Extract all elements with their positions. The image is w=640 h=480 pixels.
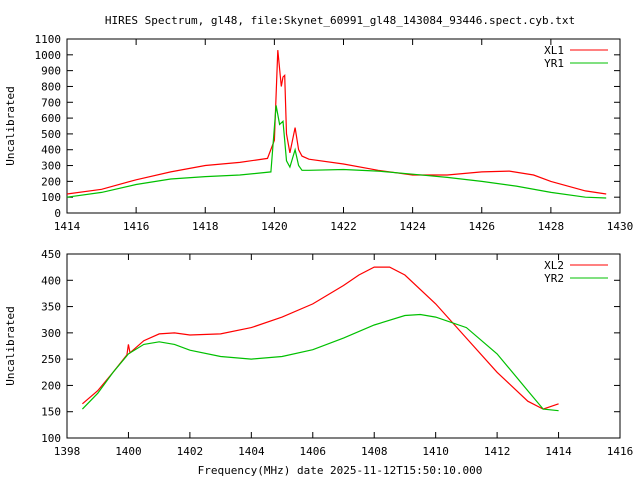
plot-1: 1414 1416 1418 1420 1422 1424 1426 1428 1430 0 100…	[4, 33, 633, 233]
x-tick-label: 1424	[399, 220, 426, 233]
legend-label: XL1	[544, 44, 564, 57]
y-tick-label: 100	[41, 191, 61, 204]
y-tick-label: 400	[41, 274, 61, 287]
y-axis-label: Uncalibrated	[4, 306, 17, 385]
y-tick-label: 700	[41, 96, 61, 109]
y-axis-label: Uncalibrated	[4, 86, 17, 165]
y-tick-label: 900	[41, 65, 61, 78]
x-tick-label: 1400	[115, 445, 142, 458]
y-tick-label: 400	[41, 144, 61, 157]
x-tick-label: 1408	[361, 445, 388, 458]
y-tick-label: 0	[54, 207, 61, 220]
x-tick-label: 1416	[123, 220, 150, 233]
series-yr2	[81, 313, 559, 412]
y-tick-label: 800	[41, 80, 61, 93]
x-tick-label: 1420	[261, 220, 288, 233]
y-tick-label: 300	[41, 327, 61, 340]
x-tick-label: 1398	[54, 445, 81, 458]
y-tick-label: 100	[41, 432, 61, 445]
y-tick-label: 1000	[35, 49, 62, 62]
x-tick-label: 1412	[484, 445, 511, 458]
y-tick-label: 1100	[35, 33, 62, 46]
x-tick-label: 1402	[177, 445, 204, 458]
x-tick-label: 1414	[545, 445, 572, 458]
x-tick-label: 1428	[538, 220, 565, 233]
y-tick-label: 300	[41, 160, 61, 173]
y-tick-label: 450	[41, 248, 61, 261]
series-yr1	[66, 105, 607, 199]
x-tick-label: 1404	[238, 445, 265, 458]
chart-title: HIRES Spectrum, gl48, file:Skynet_60991_…	[105, 14, 575, 27]
y-tick-label: 200	[41, 175, 61, 188]
plot-border	[66, 38, 621, 214]
x-tick-label: 1406	[300, 445, 327, 458]
x-tick-label: 1418	[192, 220, 219, 233]
y-tick-label: 200	[41, 379, 61, 392]
plot-border	[66, 253, 621, 439]
series-xl1	[66, 50, 607, 195]
x-tick-label: 1410	[422, 445, 449, 458]
x-tick-label: 1426	[469, 220, 496, 233]
legend-label: XL2	[544, 259, 564, 272]
legend-label: YR1	[544, 57, 564, 70]
y-tick-label: 350	[41, 301, 61, 314]
x-axis-label: Frequency(MHz) date 2025-11-12T15:50:10.…	[198, 464, 483, 477]
y-tick-label: 250	[41, 353, 61, 366]
plot-2: 1398 1400 1402 1404 1406 1408 1410 1412 1414 1416…	[4, 248, 633, 458]
x-tick-label: 1416	[607, 445, 634, 458]
y-tick-label: 150	[41, 406, 61, 419]
legend-label: YR2	[544, 272, 564, 285]
x-tick-label: 1422	[330, 220, 357, 233]
y-tick-label: 500	[41, 128, 61, 141]
x-tick-label: 1414	[54, 220, 81, 233]
series-xl2	[82, 266, 559, 410]
y-tick-label: 600	[41, 112, 61, 125]
x-tick-label: 1430	[607, 220, 634, 233]
